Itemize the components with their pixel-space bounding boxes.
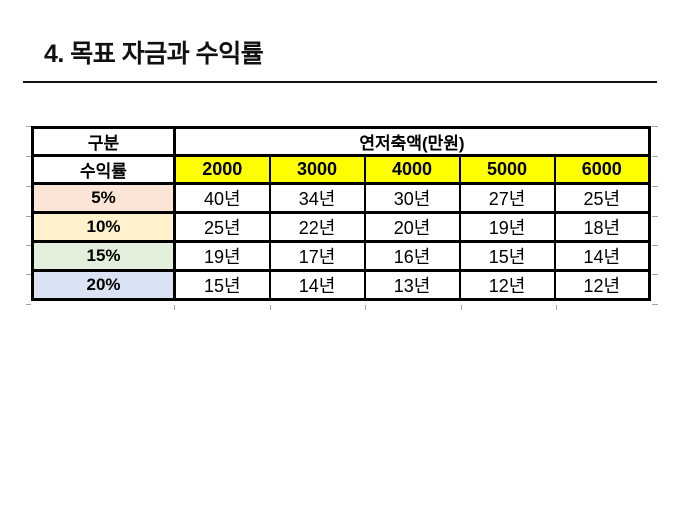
gridline-stub (652, 156, 658, 157)
table-container: 구분 연저축액(만원) 수익률 2000 3000 4000 5000 6000… (26, 126, 658, 310)
gridline-stub (652, 126, 658, 127)
corner-header-cell: 구분 (31, 126, 176, 157)
table-cell: 22년 (268, 211, 366, 243)
table-cell: 25년 (173, 211, 271, 243)
column-header-cell: 2000 (173, 154, 271, 185)
column-header-cell: 5000 (458, 154, 556, 185)
row-axis-label-cell: 수익률 (31, 154, 176, 185)
gridline-stub (26, 126, 31, 127)
table-row: 5% 40년 34년 30년 27년 25년 (31, 182, 651, 214)
table-cell: 12년 (553, 269, 651, 301)
column-header-cell: 4000 (363, 154, 461, 185)
table-cell: 19년 (173, 240, 271, 272)
gridline-stub (174, 305, 175, 310)
savings-years-table: 구분 연저축액(만원) 수익률 2000 3000 4000 5000 6000… (31, 126, 651, 301)
table-cell: 13년 (363, 269, 461, 301)
table-cell: 27년 (458, 182, 556, 214)
row-label-cell: 5% (31, 182, 176, 214)
gridline-stub (270, 305, 271, 310)
page-title: 4. 목표 자금과 수익률 (44, 40, 264, 68)
table-cell: 14년 (268, 269, 366, 301)
table-cell: 40년 (173, 182, 271, 214)
table-row: 15% 19년 17년 16년 15년 14년 (31, 240, 651, 272)
gridline-stub (26, 216, 31, 217)
gridline-stub (652, 274, 658, 275)
table-cell: 14년 (553, 240, 651, 272)
table-subheader-row: 수익률 2000 3000 4000 5000 6000 (31, 154, 651, 185)
table-row: 10% 25년 22년 20년 19년 18년 (31, 211, 651, 243)
gridline-stub (461, 305, 462, 310)
gridline-stub (652, 245, 658, 246)
merged-header-cell: 연저축액(만원) (173, 126, 651, 157)
table-cell: 15년 (458, 240, 556, 272)
table-header-row: 구분 연저축액(만원) (31, 126, 651, 157)
gridline-stub (556, 305, 557, 310)
gridline-stub (26, 245, 31, 246)
gridline-stub (652, 186, 658, 187)
column-header-cell: 3000 (268, 154, 366, 185)
table-cell: 20년 (363, 211, 461, 243)
column-header-cell: 6000 (553, 154, 651, 185)
table-cell: 12년 (458, 269, 556, 301)
gridline-stub (26, 186, 31, 187)
table-row: 20% 15년 14년 13년 12년 12년 (31, 269, 651, 301)
table-cell: 17년 (268, 240, 366, 272)
table-cell: 19년 (458, 211, 556, 243)
table-cell: 25년 (553, 182, 651, 214)
gridline-stub (652, 216, 658, 217)
row-label-cell: 10% (31, 211, 176, 243)
table-cell: 34년 (268, 182, 366, 214)
gridline-stub (26, 156, 31, 157)
table-cell: 15년 (173, 269, 271, 301)
row-label-cell: 15% (31, 240, 176, 272)
gridline-stub (652, 304, 658, 305)
title-underline (23, 81, 657, 83)
row-label-cell: 20% (31, 269, 176, 301)
gridline-stub (26, 304, 31, 305)
gridline-stub (365, 305, 366, 310)
gridline-stub (26, 274, 31, 275)
table-cell: 16년 (363, 240, 461, 272)
table-cell: 30년 (363, 182, 461, 214)
table-cell: 18년 (553, 211, 651, 243)
